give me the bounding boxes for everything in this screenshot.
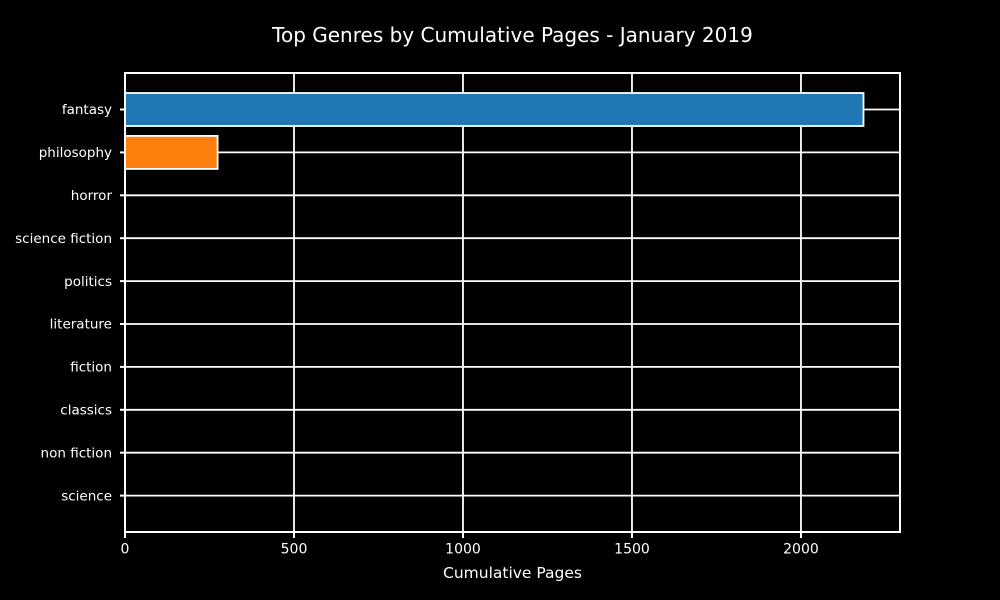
y-axis-label-philosophy: philosophy [39,145,112,161]
x-tick-label-0: 0 [121,542,130,558]
y-axis-label-science: science [61,488,112,504]
y-axis-label-horror: horror [71,188,113,204]
x-axis-title: Cumulative Pages [443,564,582,582]
bar-fantasy [124,92,865,127]
y-axis-label-science-fiction: science fiction [15,231,112,247]
x-tick-label-500: 500 [281,542,308,558]
chart-title: Top Genres by Cumulative Pages - January… [272,23,753,47]
plot-border [124,72,901,533]
x-tick-label-2000: 2000 [783,542,819,558]
x-tick-label-1500: 1500 [614,542,650,558]
y-axis-label-literature: literature [50,317,112,333]
x-tick-label-1000: 1000 [445,542,481,558]
y-axis-label-classics: classics [60,403,112,419]
bar-philosophy [124,134,219,170]
y-axis-label-fiction: fiction [70,360,112,376]
y-axis-label-non-fiction: non fiction [41,445,112,461]
y-axis-label-fantasy: fantasy [62,102,112,118]
y-axis-label-politics: politics [64,274,112,290]
